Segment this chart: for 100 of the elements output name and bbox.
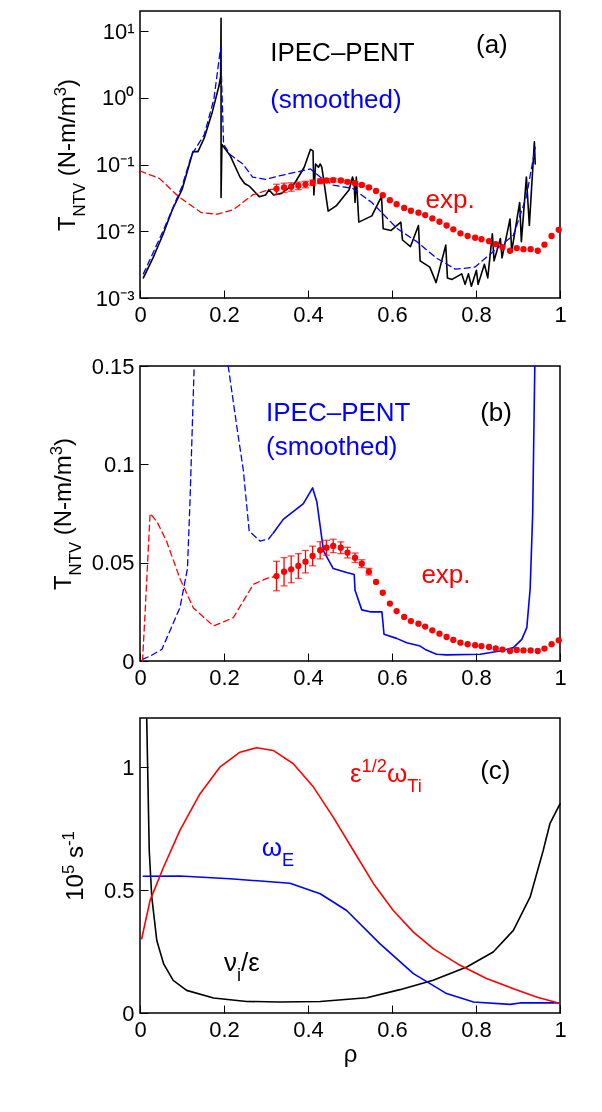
point — [422, 623, 429, 630]
point — [288, 566, 295, 573]
x-tick-label: 0.4 — [293, 664, 324, 690]
point — [472, 642, 479, 649]
point — [527, 647, 534, 654]
point — [450, 226, 457, 233]
point — [499, 646, 506, 653]
point — [295, 562, 302, 570]
y-tick-label: 0 — [122, 648, 135, 674]
point — [472, 234, 479, 241]
point — [372, 187, 380, 195]
x-tick-label: 0.4 — [293, 1016, 324, 1042]
y-tick-label: 0.1 — [103, 451, 135, 477]
point — [555, 637, 562, 644]
x-tick-label: 0.6 — [377, 664, 408, 690]
point — [548, 641, 555, 648]
point — [429, 627, 436, 634]
point — [534, 647, 541, 655]
x-tick-label: 0.2 — [209, 1016, 240, 1042]
point — [337, 544, 344, 551]
y-tick-label: 10⁰ — [102, 85, 135, 111]
point — [323, 544, 330, 551]
series-label: IPEC–PENT — [270, 36, 415, 67]
point — [527, 245, 534, 253]
series-label: ω$_{E}$ — [261, 831, 295, 870]
point — [492, 241, 499, 248]
point — [541, 241, 548, 248]
point — [513, 646, 520, 654]
point — [386, 197, 394, 204]
y-tick-label: 0.15 — [91, 353, 135, 379]
x-tick-label: 0.6 — [377, 301, 408, 327]
x-tick-label: 0.8 — [461, 301, 492, 327]
line-series — [142, 17, 537, 288]
point — [506, 247, 514, 254]
point — [379, 589, 386, 596]
point — [379, 192, 386, 199]
point — [401, 613, 408, 621]
y-tick-label: 10⁻² — [95, 218, 135, 244]
y-tick-label: 1 — [122, 754, 135, 780]
point — [407, 617, 415, 625]
point — [386, 600, 394, 607]
annotation: (b) — [480, 397, 512, 428]
line-series — [142, 875, 560, 1006]
point — [393, 201, 400, 208]
y-tick-label: 0 — [122, 1000, 135, 1026]
point — [443, 633, 450, 641]
series-label: (smoothed) — [270, 83, 402, 114]
point — [485, 643, 493, 651]
point — [464, 641, 471, 648]
point — [485, 238, 493, 245]
point — [317, 547, 324, 554]
point — [415, 209, 422, 216]
point — [555, 226, 562, 234]
x-axis-title: ρ — [343, 1039, 358, 1067]
point — [302, 558, 309, 565]
annotation: (a) — [476, 29, 508, 60]
y-tick-label: 10¹ — [102, 18, 135, 44]
point — [407, 207, 415, 214]
point — [513, 244, 520, 252]
x-tick-label: 0.2 — [209, 664, 240, 690]
point — [492, 645, 499, 652]
point — [443, 222, 450, 229]
point — [457, 639, 464, 646]
x-tick-label: 0.6 — [377, 1016, 408, 1042]
point — [436, 630, 443, 637]
point — [457, 230, 464, 237]
x-tick-label: 1 — [554, 301, 567, 327]
point — [541, 645, 548, 652]
point — [478, 642, 485, 650]
annotation: (c) — [480, 755, 511, 786]
y-tick-label: 0.05 — [91, 550, 135, 576]
point — [499, 243, 506, 251]
series-label: ν$_{i}$/ε — [224, 946, 261, 985]
x-tick-label: 1 — [554, 664, 567, 690]
x-tick-label: 0.8 — [461, 1016, 492, 1042]
series-label: ε$^{1/2}$ω$_{Ti}$ — [350, 756, 422, 797]
y-tick-label: 10⁻¹ — [95, 152, 135, 178]
point — [520, 647, 527, 654]
point — [393, 607, 400, 615]
x-tick-label: 0.8 — [461, 664, 492, 690]
point — [415, 620, 422, 627]
y-tick-label: 10⁻³ — [95, 285, 135, 311]
point — [309, 552, 316, 560]
point — [436, 218, 443, 225]
series-label: exp. — [425, 184, 475, 215]
text: IPEC–PENT (smoothed) — [266, 397, 411, 462]
x-tick-label: 0.4 — [293, 301, 324, 327]
x-tick-label: 1 — [554, 1016, 567, 1042]
y-tick-label: 0.5 — [103, 877, 135, 903]
x-tick-label: 0.2 — [209, 301, 240, 327]
point — [401, 204, 408, 212]
point — [429, 215, 436, 222]
point — [478, 236, 485, 243]
point — [520, 245, 527, 253]
point — [506, 647, 514, 655]
series-label: exp. — [421, 559, 471, 590]
point — [464, 232, 471, 240]
point — [450, 636, 457, 644]
point — [273, 572, 280, 580]
point — [330, 542, 337, 550]
